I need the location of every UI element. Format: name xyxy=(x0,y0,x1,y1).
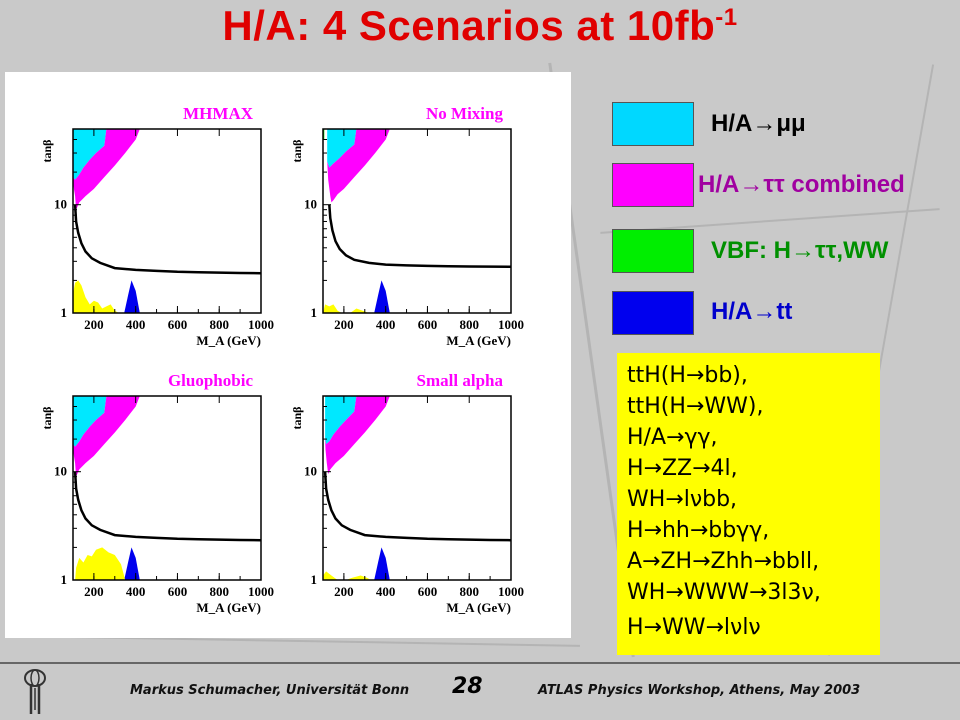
legend-label-tautau: H/A→ττ combined xyxy=(698,171,905,198)
legend-swatch-mumu xyxy=(612,102,694,146)
other-channels-box: ttH(H→bb), ttH(H→WW), H/A→γγ, H→ZZ→4l, W… xyxy=(617,353,880,655)
region-h-a-tt xyxy=(124,280,140,313)
x-tick-label: 800 xyxy=(459,317,479,332)
y-axis-label: tanβ xyxy=(290,407,304,430)
x-tick-label: 200 xyxy=(84,317,104,332)
x-tick-label: 600 xyxy=(168,584,188,599)
x-tick-label: 600 xyxy=(418,317,438,332)
chart-regions xyxy=(73,129,261,313)
x-tick-label: 1000 xyxy=(498,317,524,332)
channel-line: H→ZZ→4l, xyxy=(627,456,738,481)
slide-title: H/A: 4 Scenarios at 10fb-1 xyxy=(0,2,960,50)
channel-line: ttH(H→WW), xyxy=(627,394,764,419)
exclusion-curve xyxy=(73,471,261,542)
x-tick-label: 1000 xyxy=(498,584,524,599)
footer-divider xyxy=(0,662,960,664)
x-tick-label: 800 xyxy=(209,584,229,599)
x-axis-label: M_A (GeV) xyxy=(446,333,511,348)
y-tick-label: 1 xyxy=(61,305,68,320)
slide-title-text: H/A: 4 Scenarios at 10fb xyxy=(222,2,716,49)
chart-panel: 200 400 600 800 1000 1 10 M_A (GeV) tanβ Gluophob… xyxy=(40,371,274,615)
x-axis-label: M_A (GeV) xyxy=(196,333,261,348)
region-h-a-tt xyxy=(124,547,140,580)
y-tick-label: 10 xyxy=(54,197,67,212)
region-h-a- xyxy=(327,129,357,168)
x-tick-label: 400 xyxy=(126,584,146,599)
x-tick-label: 400 xyxy=(126,317,146,332)
panel-title: Small alpha xyxy=(417,371,504,390)
region-other-channels xyxy=(323,304,369,313)
x-tick-label: 400 xyxy=(376,584,396,599)
atlas-logo xyxy=(22,664,48,716)
region-h-a- xyxy=(325,396,357,445)
exclusion-curve xyxy=(323,471,511,542)
footer-author: Markus Schumacher, Universität Bonn xyxy=(130,683,410,698)
x-tick-label: 1000 xyxy=(248,584,274,599)
legend-label-vbf: VBF: H→ττ,WW xyxy=(711,237,889,264)
legend-swatch-tt xyxy=(612,291,694,335)
chart-panel: 200 400 600 800 1000 1 10 M_A (GeV) tanβ MHMAX xyxy=(40,104,274,348)
region-h-a-tt xyxy=(374,547,390,580)
y-axis-label: tanβ xyxy=(290,140,304,163)
legend-label-mumu: H/A→μμ xyxy=(711,110,806,137)
legend-swatch-vbf xyxy=(612,229,694,273)
x-tick-label: 800 xyxy=(209,317,229,332)
x-tick-label: 600 xyxy=(168,317,188,332)
region-h-a-combined xyxy=(73,396,140,477)
x-axis-label: M_A (GeV) xyxy=(446,600,511,615)
region-h-a-combined xyxy=(327,129,390,203)
y-axis-label: tanβ xyxy=(40,140,54,163)
y-tick-label: 1 xyxy=(61,572,68,587)
panel-title: Gluophobic xyxy=(168,371,253,390)
chart-panel: 200 400 600 800 1000 1 10 M_A (GeV) tanβ No Mixin… xyxy=(290,104,524,348)
channel-line: WH→WWW→3l3ν, xyxy=(627,580,821,605)
slide-title-superscript: -1 xyxy=(715,4,738,31)
x-tick-label: 800 xyxy=(459,584,479,599)
region-h-a-combined xyxy=(73,129,140,210)
chart-regions xyxy=(323,129,511,313)
x-tick-label: 200 xyxy=(334,317,354,332)
channel-line: WH→lνbb, xyxy=(627,487,738,512)
y-tick-label: 10 xyxy=(304,464,317,479)
exclusion-curve xyxy=(328,204,511,269)
exclusion-curve xyxy=(73,204,261,275)
x-tick-label: 200 xyxy=(84,584,104,599)
channel-line: ttH(H→bb), xyxy=(627,363,748,388)
chart-regions xyxy=(73,396,261,580)
y-tick-label: 10 xyxy=(54,464,67,479)
panel-title: No Mixing xyxy=(426,104,503,123)
region-h-a- xyxy=(73,396,107,447)
panel-title: MHMAX xyxy=(183,104,254,123)
y-tick-label: 1 xyxy=(311,305,318,320)
chart-panel-container: 200 400 600 800 1000 1 10 M_A (GeV) tanβ MHMAX 200… xyxy=(5,72,571,638)
x-tick-label: 400 xyxy=(376,317,396,332)
channel-line: H→hh→bbγγ, xyxy=(627,518,770,543)
region-h-a-tt xyxy=(374,280,390,313)
chart-regions xyxy=(323,396,511,580)
y-axis-label: tanβ xyxy=(40,407,54,430)
legend-label-tt: H/A→tt xyxy=(711,298,793,325)
region-other-channels xyxy=(323,571,371,580)
page-number: 28 xyxy=(452,674,483,699)
x-axis-label: M_A (GeV) xyxy=(196,600,261,615)
channel-line: H→WW→lνlν xyxy=(627,615,761,640)
channel-line: H/A→γγ, xyxy=(627,425,718,450)
chart-panel: 200 400 600 800 1000 1 10 M_A (GeV) tanβ Small al… xyxy=(290,371,524,615)
region-h-a-combined xyxy=(325,396,390,475)
y-tick-label: 1 xyxy=(311,572,318,587)
x-tick-label: 200 xyxy=(334,584,354,599)
footer-event: ATLAS Physics Workshop, Athens, May 2003 xyxy=(538,683,861,698)
region-other-channels xyxy=(73,280,119,313)
channel-line: A→ZH→Zhh→bbll, xyxy=(627,549,820,574)
region-h-a- xyxy=(73,129,107,180)
legend-swatch-tautau xyxy=(612,163,694,207)
y-tick-label: 10 xyxy=(304,197,317,212)
x-tick-label: 1000 xyxy=(248,317,274,332)
x-tick-label: 600 xyxy=(418,584,438,599)
region-other-channels xyxy=(75,547,126,580)
